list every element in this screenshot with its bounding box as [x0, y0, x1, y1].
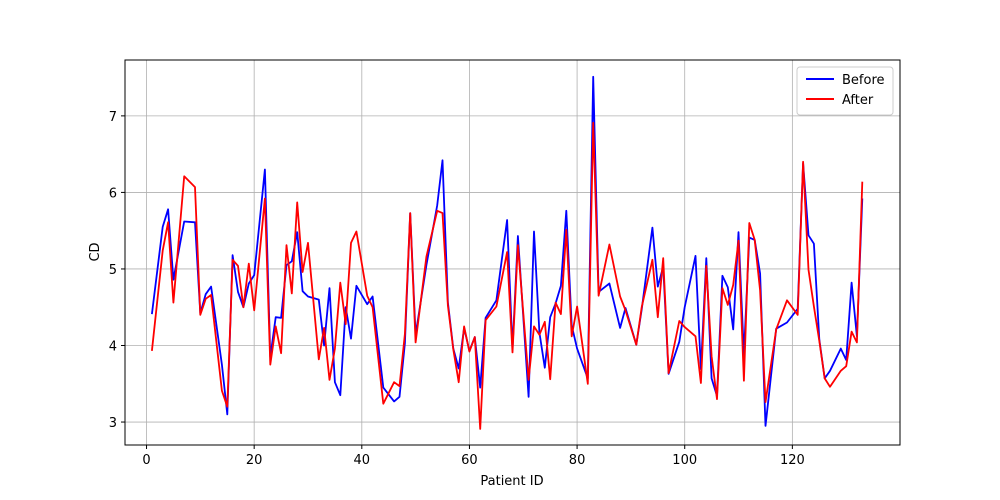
x-tick-label: 100 — [672, 453, 697, 468]
y-tick-label: 6 — [109, 186, 117, 201]
x-axis-ticks: 0 20 40 60 80 100 120 — [142, 445, 805, 468]
y-tick-label: 4 — [109, 339, 117, 354]
legend-label-before: Before — [842, 73, 885, 88]
y-tick-label: 3 — [109, 416, 117, 431]
x-tick-label: 0 — [142, 453, 150, 468]
y-tick-label: 7 — [109, 110, 117, 125]
y-axis-label: CD — [88, 242, 103, 261]
y-axis-ticks: 3 4 5 6 7 — [109, 110, 125, 431]
plot-frame — [124, 59, 901, 446]
x-tick-label: 20 — [246, 453, 263, 468]
x-tick-label: 60 — [461, 453, 478, 468]
legend-label-after: After — [842, 93, 874, 108]
y-tick-label: 5 — [109, 263, 117, 278]
series-lines — [151, 75, 864, 430]
series-line-after — [151, 121, 864, 430]
grid — [125, 60, 900, 445]
legend: Before After — [796, 66, 894, 116]
x-tick-label: 120 — [780, 453, 805, 468]
x-axis-label: Patient ID — [480, 474, 543, 489]
x-tick-label: 80 — [569, 453, 586, 468]
x-tick-label: 40 — [354, 453, 371, 468]
